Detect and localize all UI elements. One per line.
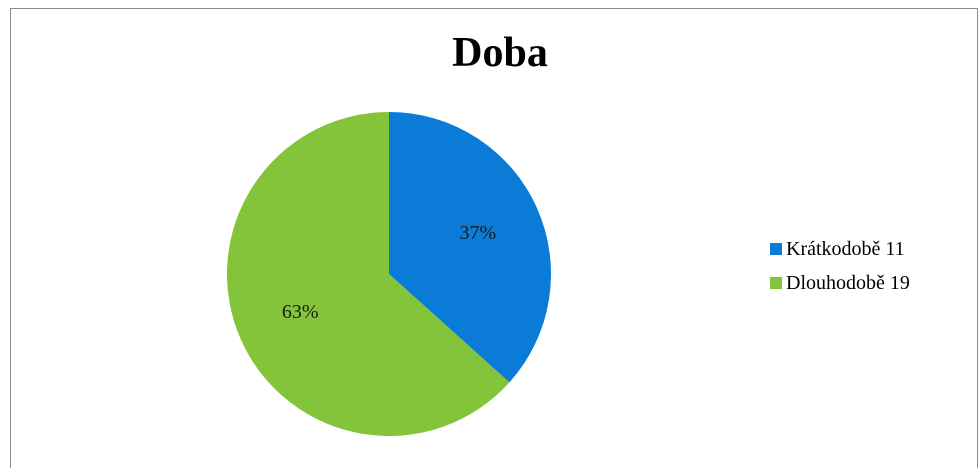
chart-title: Doba xyxy=(452,30,548,76)
pie-slice-1 xyxy=(227,112,510,436)
legend-label-1: Dlouhodobě 19 xyxy=(786,271,910,294)
legend-label-0: Krátkodobě 11 xyxy=(786,237,905,260)
data-label-1: 63% xyxy=(282,301,319,323)
legend-swatch-0 xyxy=(770,243,782,255)
data-label-0: 37% xyxy=(459,222,496,244)
pie-data-labels: 37% 63% xyxy=(282,222,496,323)
legend: Krátkodobě 11 Dlouhodobě 19 xyxy=(770,232,910,300)
legend-swatch-1 xyxy=(770,277,782,289)
pie-slice-0 xyxy=(389,112,551,383)
legend-item-1: Dlouhodobě 19 xyxy=(770,266,910,300)
legend-item-0: Krátkodobě 11 xyxy=(770,232,910,266)
pie-slices xyxy=(227,112,551,436)
